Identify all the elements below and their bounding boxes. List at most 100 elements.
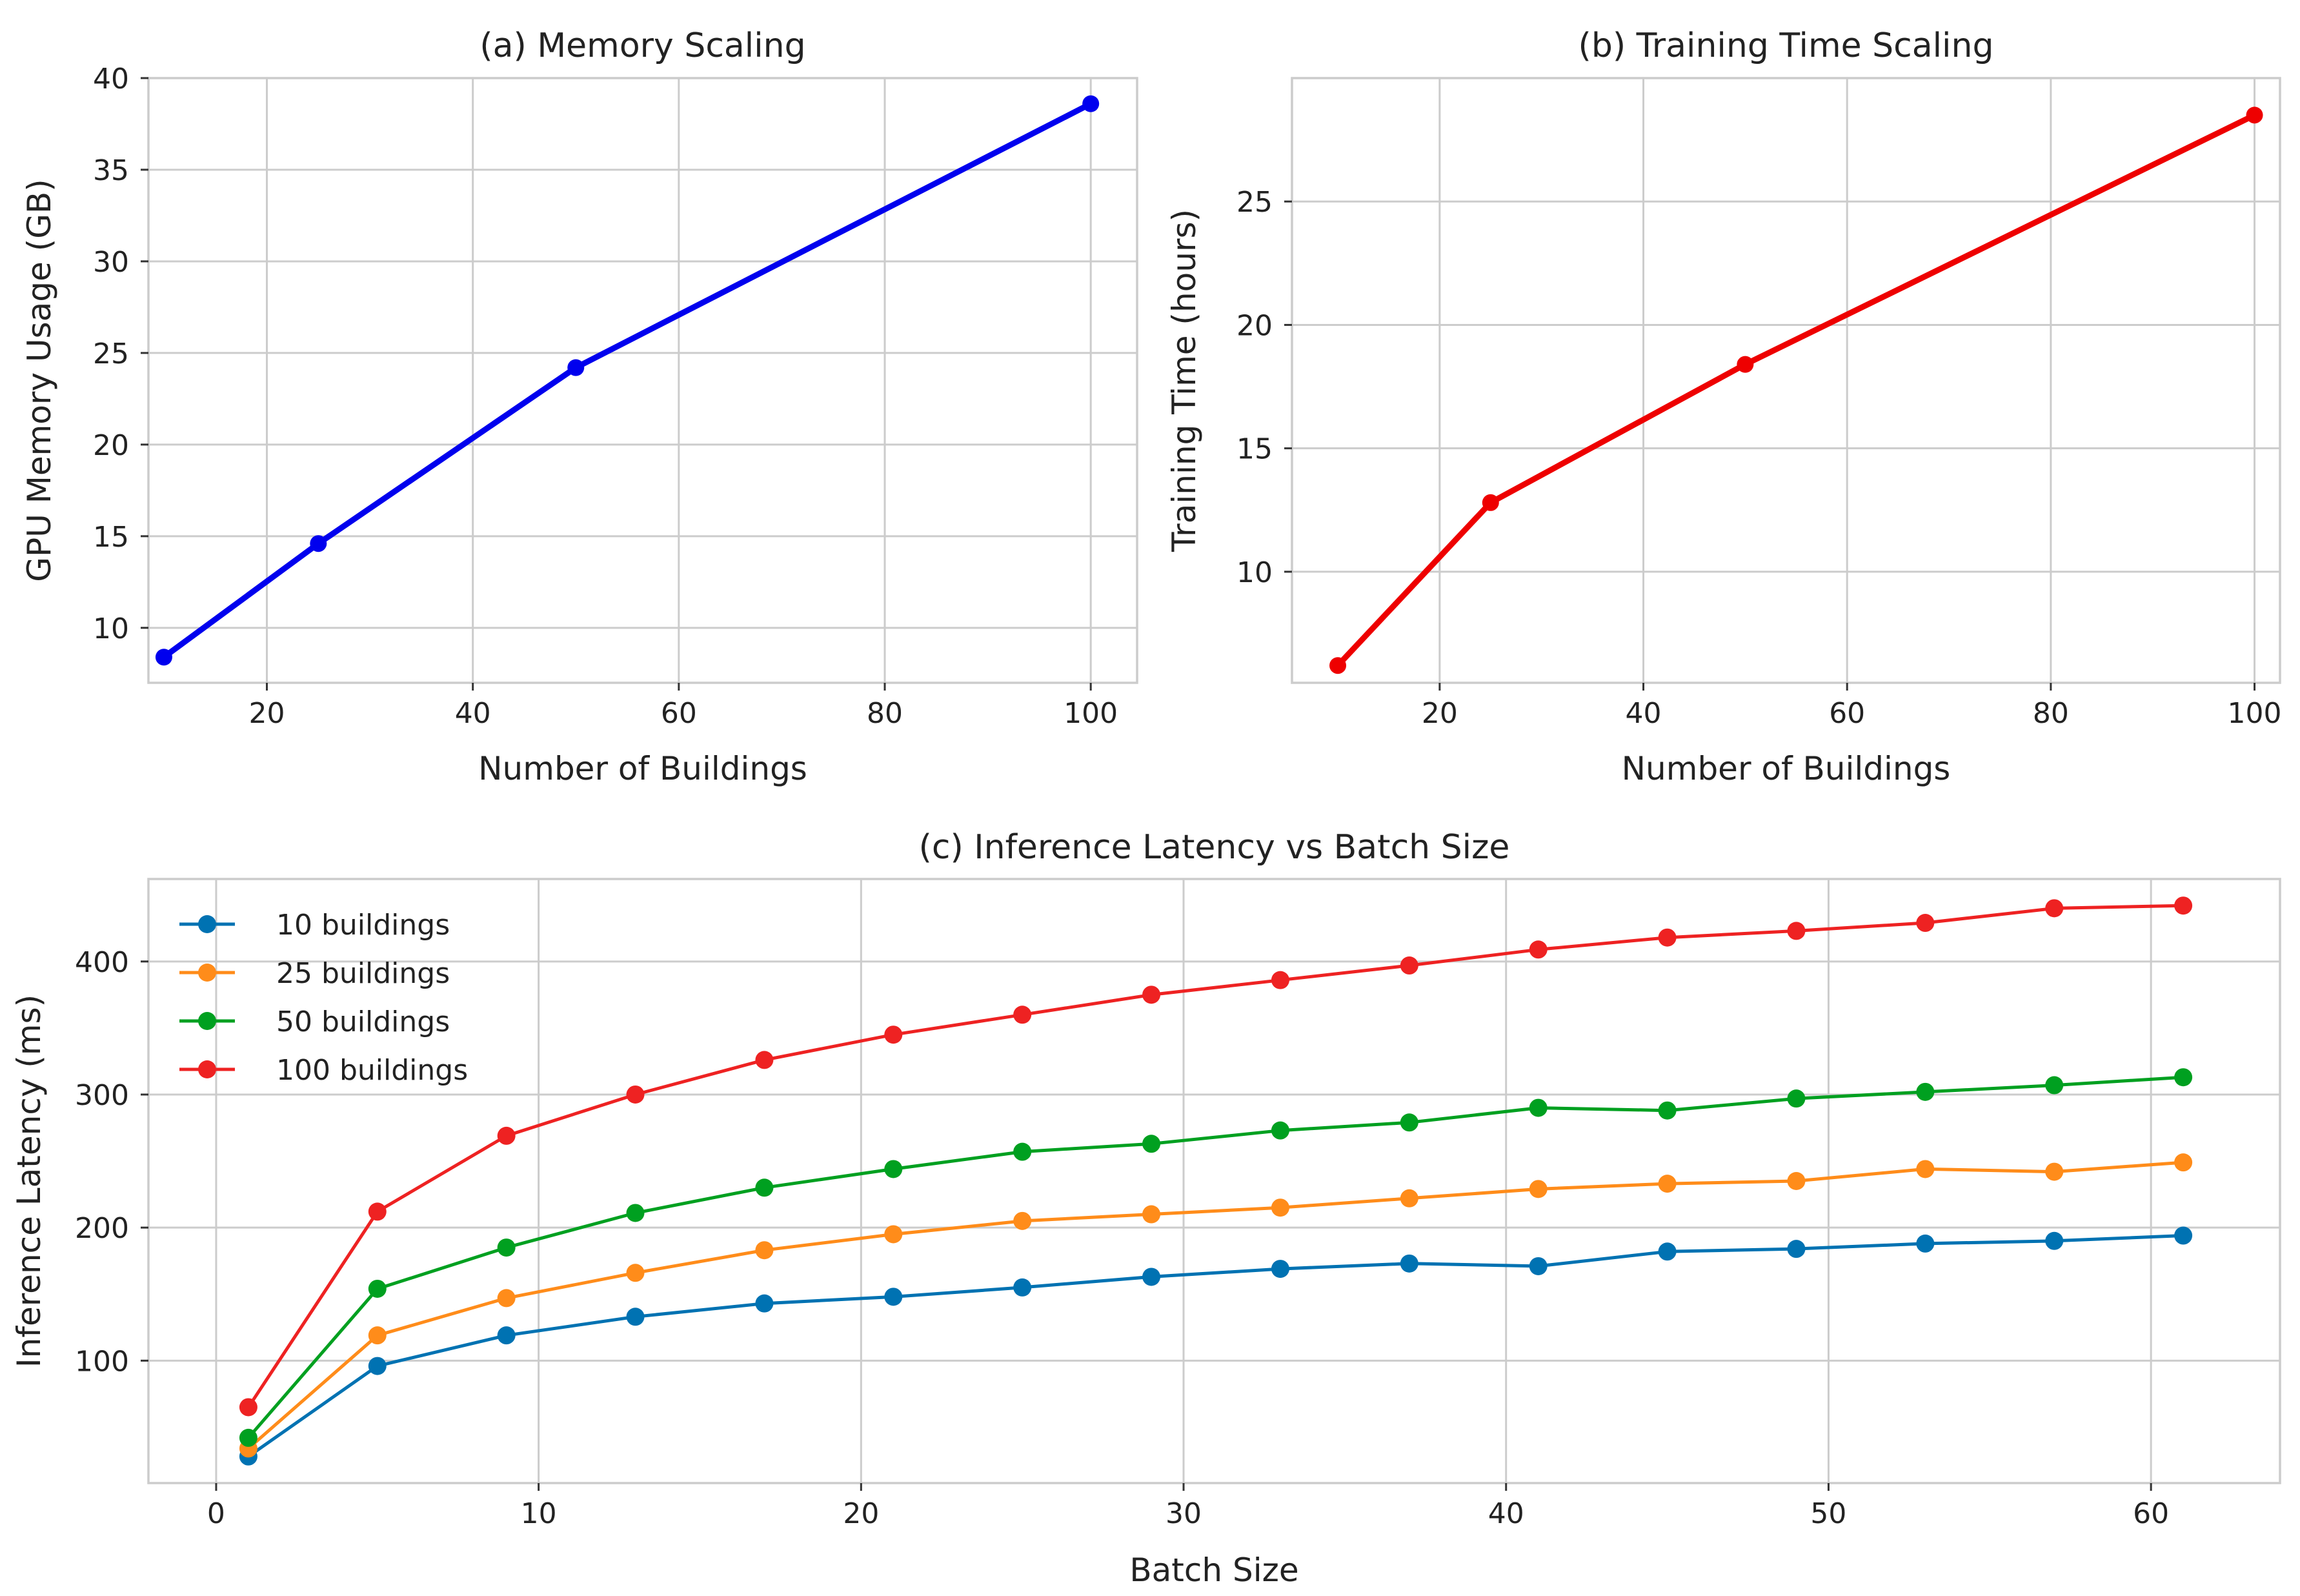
data-point bbox=[2045, 1231, 2064, 1250]
data-point bbox=[1013, 1211, 1032, 1230]
data-point bbox=[1529, 1257, 1548, 1275]
y-tick-label: 15 bbox=[1236, 433, 1273, 466]
legend-swatch-marker bbox=[198, 915, 216, 933]
data-point bbox=[1787, 1240, 1806, 1258]
y-tick-label: 200 bbox=[75, 1212, 129, 1245]
panel-inference-latency: 0 10 20 30 40 50 60 100 200 300 400 (c) Inference … bbox=[10, 828, 2281, 1589]
y-tick-label: 400 bbox=[75, 946, 129, 979]
x-tick-label: 20 bbox=[1422, 697, 1458, 730]
data-point bbox=[626, 1308, 645, 1326]
chart-title: (b) Training Time Scaling bbox=[1579, 26, 1994, 65]
data-point bbox=[1142, 1268, 1161, 1286]
data-point bbox=[1658, 1101, 1677, 1120]
data-point bbox=[1329, 657, 1347, 674]
data-point bbox=[1787, 1089, 1806, 1108]
series-10-buildings-line bbox=[247, 1234, 2185, 1459]
x-tick-label: 80 bbox=[867, 697, 903, 730]
data-point bbox=[1013, 1005, 1032, 1024]
y-tick-label: 10 bbox=[93, 612, 129, 645]
data-point bbox=[1916, 914, 1935, 933]
x-tick-label: 40 bbox=[1626, 697, 1662, 730]
y-tick-label: 40 bbox=[93, 63, 129, 96]
data-point bbox=[1013, 1142, 1032, 1161]
data-point bbox=[626, 1264, 645, 1282]
legend-label: 25 buildings bbox=[276, 957, 450, 990]
data-point bbox=[368, 1279, 387, 1298]
legend-swatch-marker bbox=[198, 964, 216, 982]
series-1-line bbox=[161, 101, 1094, 660]
y-tick-label: 15 bbox=[93, 521, 129, 554]
x-tick-label: 60 bbox=[2133, 1497, 2169, 1530]
series-50-buildings-line bbox=[247, 1075, 2185, 1440]
data-point bbox=[1271, 1198, 1289, 1217]
data-point bbox=[368, 1202, 387, 1221]
data-point bbox=[2045, 899, 2064, 918]
data-point bbox=[755, 1051, 774, 1069]
series-100-buildings-line bbox=[247, 904, 2185, 1409]
data-point bbox=[567, 359, 585, 376]
x-tick-label: 0 bbox=[207, 1497, 225, 1530]
x-axis-label: Batch Size bbox=[1129, 1551, 1298, 1589]
data-point bbox=[1529, 940, 1548, 959]
x-tick-label: 40 bbox=[1488, 1497, 1524, 1530]
x-tick-label: 30 bbox=[1165, 1497, 1202, 1530]
y-tick-label: 25 bbox=[1236, 186, 1273, 219]
plot-frame bbox=[1291, 77, 2281, 684]
data-point bbox=[1658, 1175, 1677, 1193]
data-point bbox=[2174, 896, 2193, 915]
x-tick-label: 100 bbox=[1064, 697, 1118, 730]
data-point bbox=[1013, 1278, 1032, 1297]
data-point bbox=[1400, 956, 1418, 975]
data-point bbox=[239, 1428, 257, 1447]
data-point bbox=[239, 1398, 257, 1417]
x-tick-label: 20 bbox=[843, 1497, 879, 1530]
data-point bbox=[755, 1241, 774, 1260]
y-tick-label: 100 bbox=[75, 1345, 129, 1378]
data-point bbox=[2174, 1068, 2193, 1087]
x-tick-label: 40 bbox=[455, 697, 491, 730]
y-axis-label: Training Time (hours) bbox=[1165, 209, 1203, 552]
data-point bbox=[626, 1204, 645, 1222]
plot-frame bbox=[147, 878, 2281, 1484]
data-point bbox=[1082, 95, 1100, 112]
data-point bbox=[1271, 1121, 1289, 1140]
legend-label: 100 buildings bbox=[276, 1054, 468, 1087]
data-point bbox=[155, 649, 172, 666]
data-point bbox=[497, 1238, 516, 1257]
data-point bbox=[1737, 356, 1754, 373]
data-point bbox=[368, 1357, 387, 1375]
data-point bbox=[2174, 1226, 2193, 1245]
data-point bbox=[1271, 1260, 1289, 1278]
data-point bbox=[884, 1288, 903, 1306]
data-point bbox=[755, 1294, 774, 1313]
chart-title: (c) Inference Latency vs Batch Size bbox=[919, 828, 1510, 867]
data-point bbox=[626, 1085, 645, 1104]
data-point bbox=[2045, 1162, 2064, 1181]
y-tick-label: 300 bbox=[75, 1079, 129, 1112]
y-axis-label: GPU Memory Usage (GB) bbox=[21, 179, 58, 581]
data-point bbox=[1787, 1172, 1806, 1190]
data-point bbox=[1787, 922, 1806, 940]
data-point bbox=[1658, 1242, 1677, 1261]
series-1-line bbox=[1335, 112, 2257, 669]
data-point bbox=[368, 1326, 387, 1345]
data-point bbox=[497, 1326, 516, 1345]
legend-label: 10 buildings bbox=[276, 909, 450, 942]
x-tick-label: 80 bbox=[2033, 697, 2069, 730]
data-point bbox=[884, 1225, 903, 1244]
x-tick-label: 10 bbox=[521, 1497, 557, 1530]
y-tick-label: 30 bbox=[93, 246, 129, 279]
panel-memory-scaling: 20 40 60 80 100 10 15 20 25 30 35 40 (a) Memory Sca… bbox=[21, 26, 1138, 787]
data-point bbox=[2174, 1153, 2193, 1172]
legend: 10 buildings 25 buildings 50 buildings 100 … bbox=[179, 909, 468, 1087]
x-tick-label: 100 bbox=[2228, 697, 2282, 730]
data-point bbox=[2045, 1076, 2064, 1095]
data-point bbox=[1142, 1135, 1161, 1153]
data-point bbox=[1400, 1189, 1418, 1207]
data-point bbox=[1529, 1098, 1548, 1117]
x-tick-label: 60 bbox=[661, 697, 697, 730]
data-point bbox=[1482, 494, 1499, 511]
x-tick-label: 50 bbox=[1810, 1497, 1846, 1530]
legend-label: 50 buildings bbox=[276, 1005, 450, 1038]
data-point bbox=[497, 1289, 516, 1308]
